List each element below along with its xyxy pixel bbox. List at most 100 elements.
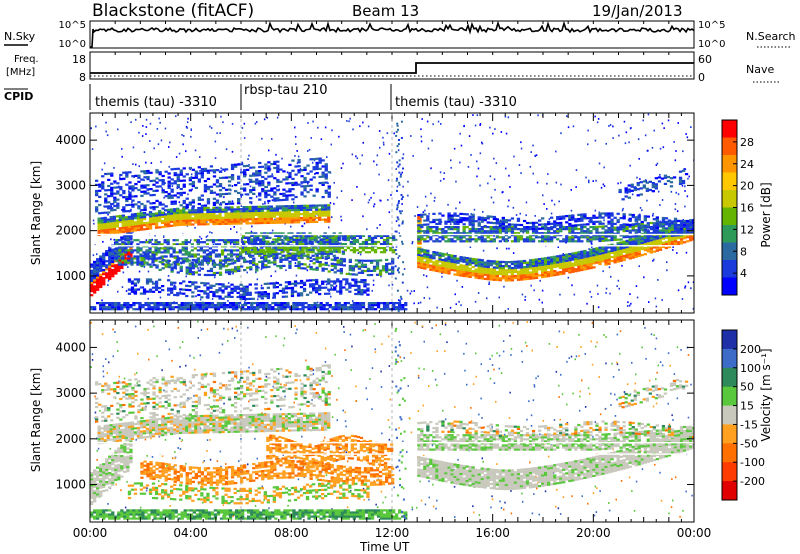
heatmap-cell — [182, 215, 186, 218]
heatmap-cell — [337, 304, 341, 307]
heatmap-cell — [154, 243, 158, 246]
heatmap-cell — [264, 192, 268, 195]
heatmap-cell — [194, 221, 198, 224]
heatmap-cell — [321, 214, 325, 217]
heatmap-cell — [251, 209, 255, 213]
heatmap-cell — [105, 130, 107, 133]
heatmap-cell — [301, 225, 303, 227]
heatmap-cell — [130, 227, 135, 230]
heatmap-cell — [375, 261, 380, 264]
heatmap-cell — [148, 280, 153, 283]
heatmap-cell — [321, 173, 325, 176]
heatmap-cell — [130, 221, 135, 224]
heatmap-cell — [215, 263, 220, 266]
heatmap-cell — [281, 242, 285, 245]
heatmap-cell — [298, 240, 302, 244]
heatmap-cell — [661, 243, 666, 246]
heatmap-cell — [547, 264, 551, 267]
heatmap-cell — [531, 267, 536, 270]
heatmap-cell — [278, 219, 283, 222]
heatmap-cell — [574, 264, 578, 267]
heatmap-cell — [218, 193, 223, 196]
heatmap-cell — [236, 239, 240, 242]
heatmap-cell — [471, 259, 475, 263]
heatmap-cell — [155, 189, 159, 192]
heatmap-cell — [281, 213, 286, 216]
heatmap-cell — [150, 302, 154, 305]
heatmap-cell — [208, 255, 213, 258]
heatmap-cell — [403, 268, 406, 270]
heatmap-cell — [580, 266, 584, 270]
heatmap-cell — [103, 227, 107, 230]
heatmap-cell — [111, 256, 115, 259]
heatmap-cell — [113, 200, 117, 203]
heatmap-cell — [168, 165, 170, 168]
heatmap-cell — [315, 268, 319, 271]
heatmap-cell — [95, 194, 99, 197]
heatmap-cell — [134, 174, 138, 177]
heatmap-cell — [251, 212, 255, 215]
heatmap-cell — [367, 247, 372, 250]
heatmap-cell — [547, 271, 551, 274]
heatmap-cell — [109, 218, 113, 221]
heatmap-cell — [93, 306, 97, 309]
heatmap-cell — [255, 178, 259, 181]
heatmap-cell — [302, 238, 306, 241]
heatmap-cell — [232, 239, 237, 242]
heatmap-cell — [196, 243, 200, 246]
heatmap-cell — [560, 132, 562, 135]
heatmap-cell — [171, 302, 175, 305]
heatmap-cell — [155, 264, 159, 267]
heatmap-cell — [260, 205, 264, 208]
heatmap-cell — [227, 208, 231, 211]
heatmap-cell — [241, 240, 245, 244]
heatmap-cell — [324, 267, 328, 271]
heatmap-cell — [138, 302, 142, 305]
heatmap-cell — [391, 260, 395, 263]
heatmap-cell — [161, 207, 165, 210]
heatmap-cell — [398, 255, 401, 258]
heatmap-cell — [240, 171, 244, 174]
heatmap-cell — [449, 223, 452, 225]
heatmap-cell — [225, 306, 230, 309]
heatmap-cell — [288, 264, 292, 267]
heatmap-cell — [404, 302, 408, 305]
date-title: 19/Jan/2013 — [592, 2, 683, 20]
heatmap-cell — [474, 270, 478, 273]
heatmap-cell — [592, 266, 596, 269]
heatmap-cell — [182, 201, 186, 205]
heatmap-cell — [236, 210, 240, 213]
heatmap-cell — [340, 219, 343, 222]
heatmap-cell — [675, 191, 677, 194]
heatmap-cell — [531, 260, 536, 264]
heatmap-cell — [296, 294, 301, 297]
heatmap-cell — [608, 266, 611, 269]
heatmap-cell — [226, 241, 231, 244]
heatmap-cell — [235, 304, 239, 307]
heatmap-cell — [212, 291, 216, 294]
heatmap-cell — [160, 139, 163, 142]
heatmap-cell — [115, 223, 119, 226]
heatmap-cell — [282, 254, 286, 257]
heatmap-cell — [522, 278, 527, 281]
heatmap-cell — [373, 304, 378, 307]
heatmap-cell — [692, 307, 694, 310]
heatmap-cell — [688, 175, 690, 178]
heatmap-cell — [221, 291, 225, 294]
heatmap-cell — [247, 158, 249, 160]
heatmap-cell — [163, 239, 167, 242]
heatmap-cell — [649, 237, 653, 240]
heatmap-cell — [385, 271, 389, 274]
heatmap-cell — [209, 269, 214, 273]
heatmap-cell — [318, 214, 322, 217]
heatmap-cell — [282, 198, 286, 201]
heatmap-cell — [483, 273, 487, 276]
heatmap-cell — [206, 223, 210, 226]
heatmap-cell — [188, 211, 192, 214]
heatmap-cell — [237, 177, 241, 180]
heatmap-cell — [312, 287, 316, 290]
heatmap-cell — [245, 218, 249, 221]
heatmap-cell — [140, 190, 144, 193]
heatmap-cell — [385, 264, 389, 268]
heatmap-cell — [432, 251, 436, 254]
